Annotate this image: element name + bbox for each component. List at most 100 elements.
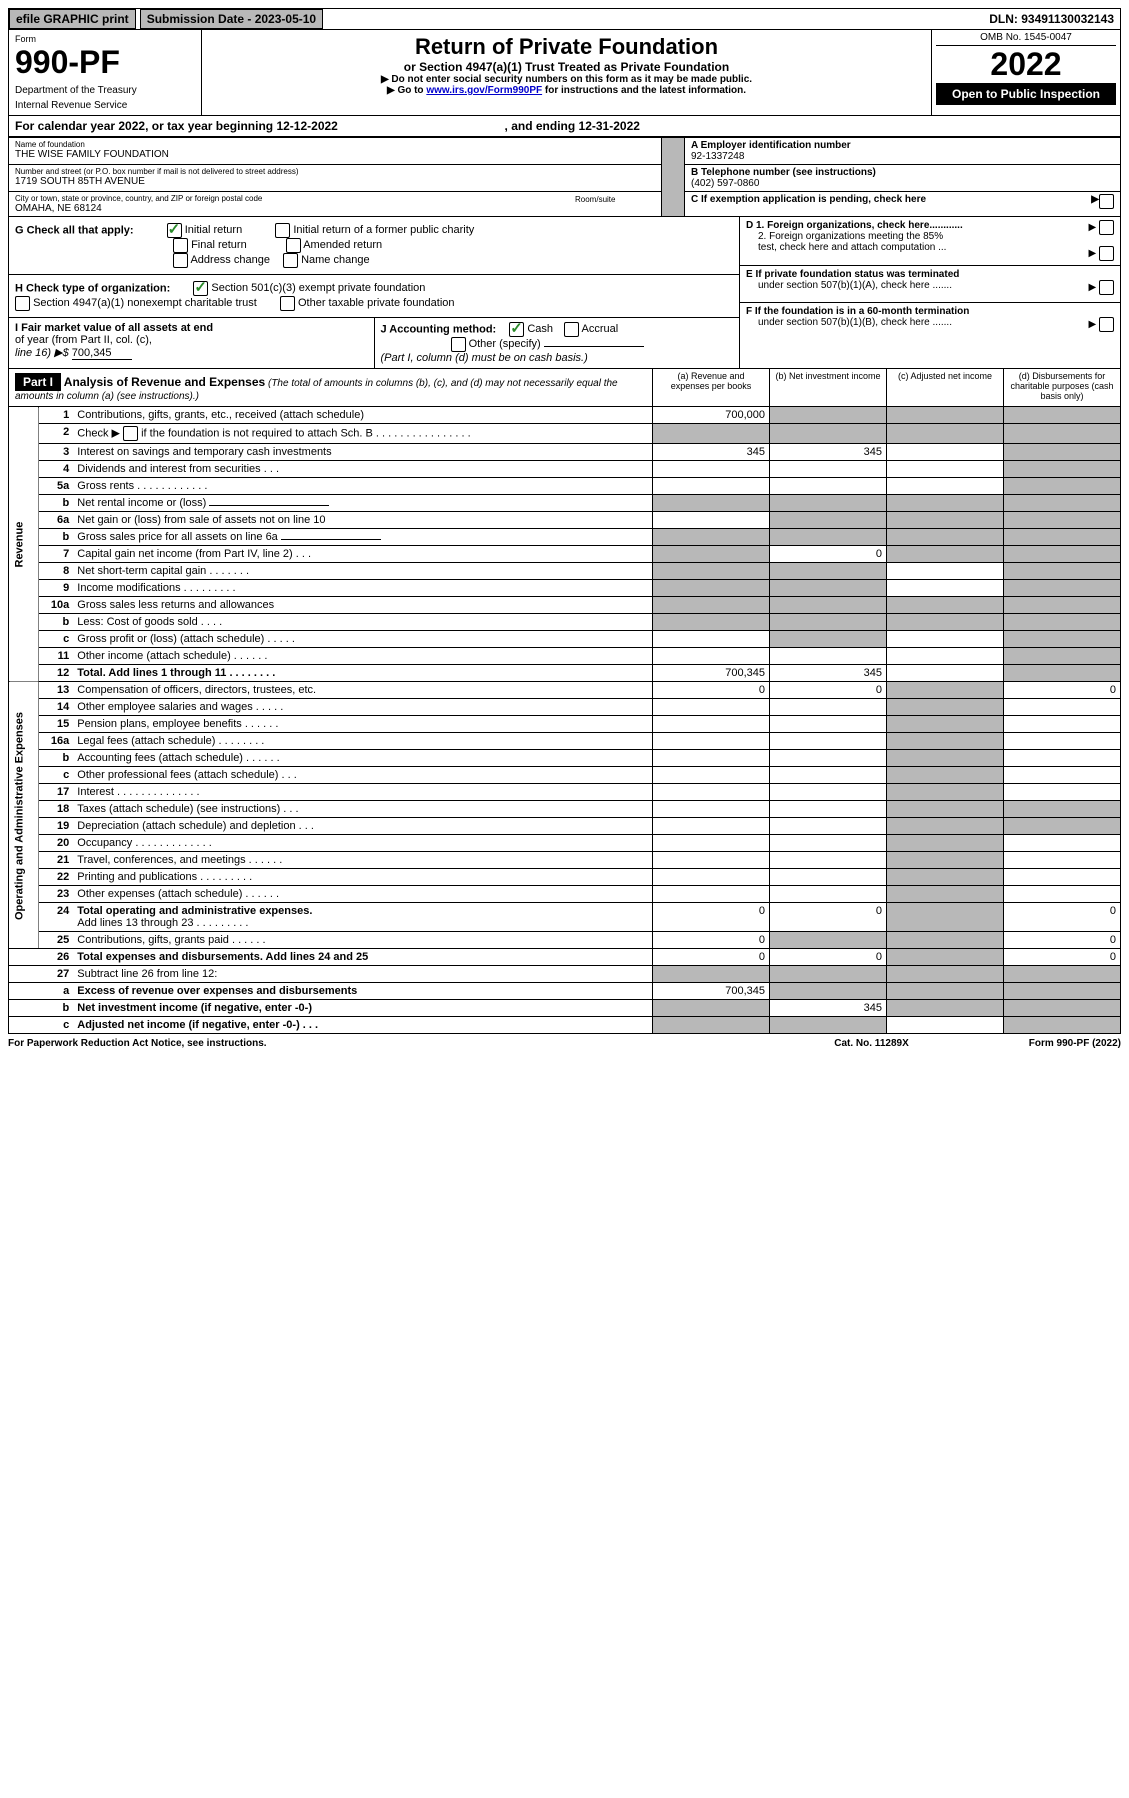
line-14: Other employee salaries and wages . . . …	[73, 699, 652, 716]
cal-mid: , and ending	[505, 119, 579, 133]
inst-pre: ▶ Go to	[387, 85, 426, 96]
h-other-tax: Other taxable private foundation	[298, 297, 455, 309]
j-accrual: Accrual	[582, 323, 619, 335]
phone-label: B Telephone number (see instructions)	[691, 167, 1114, 178]
dept-irs: Internal Revenue Service	[15, 100, 195, 111]
efile-print-button[interactable]: efile GRAPHIC print	[9, 9, 136, 29]
city-label: City or town, state or province, country…	[15, 194, 655, 203]
other-method-checkbox[interactable]	[451, 337, 466, 352]
g-name-change: Name change	[301, 254, 370, 266]
g-final: Final return	[191, 239, 247, 251]
ein-label: A Employer identification number	[691, 140, 1114, 151]
initial-pc-checkbox[interactable]	[275, 223, 290, 238]
line-6b: Gross sales price for all assets on line…	[73, 529, 652, 546]
e-checkbox[interactable]	[1099, 280, 1114, 295]
g-label: G Check all that apply:	[15, 224, 134, 236]
line-12: Total. Add lines 1 through 11 . . . . . …	[73, 665, 652, 682]
amended-checkbox[interactable]	[286, 238, 301, 253]
accrual-checkbox[interactable]	[564, 322, 579, 337]
revenue-label: Revenue	[9, 407, 39, 682]
fmv-value: 700,345	[72, 347, 132, 360]
col-b-header: (b) Net investment income	[769, 369, 886, 406]
ein-value: 92-1337248	[691, 151, 1114, 162]
room-label: Room/suite	[575, 195, 615, 204]
c-label: C If exemption application is pending, c…	[691, 194, 926, 209]
submission-date: Submission Date - 2023-05-10	[140, 9, 323, 29]
ssn-warning: ▶ Do not enter social security numbers o…	[212, 74, 921, 85]
l12-a: 700,345	[653, 665, 770, 682]
line-16a: Legal fees (attach schedule) . . . . . .…	[73, 733, 652, 750]
c-checkbox[interactable]	[1099, 194, 1114, 209]
l26-a: 0	[653, 949, 770, 966]
name-change-checkbox[interactable]	[283, 253, 298, 268]
l12-b: 345	[770, 665, 887, 682]
irs-link[interactable]: www.irs.gov/Form990PF	[426, 85, 542, 96]
other-tax-checkbox[interactable]	[280, 296, 295, 311]
h-block: H Check type of organization: Section 50…	[9, 275, 739, 318]
line-27b: Net investment income (if negative, ente…	[73, 1000, 652, 1017]
g-initial: Initial return	[185, 224, 242, 236]
4947-checkbox[interactable]	[15, 296, 30, 311]
initial-return-checkbox[interactable]	[167, 223, 182, 238]
cal-end: 12-31-2022	[579, 119, 640, 133]
d2a: 2. Foreign organizations meeting the 85%	[746, 231, 963, 242]
line-26: Total expenses and disbursements. Add li…	[73, 949, 652, 966]
501c3-checkbox[interactable]	[193, 281, 208, 296]
def-block: D 1. Foreign organizations, check here..…	[740, 217, 1120, 368]
foundation-name: THE WISE FAMILY FOUNDATION	[15, 149, 655, 160]
l13-d: 0	[1004, 682, 1121, 699]
l26-b: 0	[770, 949, 887, 966]
tax-year: 2022	[936, 46, 1116, 83]
l24-d: 0	[1004, 903, 1121, 932]
phone-value: (402) 597-0860	[691, 178, 1114, 189]
i-l2: of year (from Part II, col. (c),	[15, 334, 368, 346]
line-24: Total operating and administrative expen…	[73, 903, 652, 932]
g-addr-change: Address change	[190, 254, 270, 266]
inst-post: for instructions and the latest informat…	[542, 85, 746, 96]
line-20: Occupancy . . . . . . . . . . . . .	[73, 835, 652, 852]
h-label: H Check type of organization:	[15, 282, 170, 294]
col-d-header: (d) Disbursements for charitable purpose…	[1003, 369, 1120, 406]
form-number: 990-PF	[15, 44, 195, 81]
check-blocks: G Check all that apply: Initial return I…	[8, 217, 1121, 369]
line-23: Other expenses (attach schedule) . . . .…	[73, 886, 652, 903]
j-note: (Part I, column (d) must be on cash basi…	[381, 352, 588, 364]
e2: under section 507(b)(1)(A), check here .…	[746, 280, 959, 291]
line-27: Subtract line 26 from line 12:	[73, 966, 652, 983]
cash-checkbox[interactable]	[509, 322, 524, 337]
open-public-badge: Open to Public Inspection	[936, 83, 1116, 105]
d2-checkbox[interactable]	[1099, 246, 1114, 261]
f2: under section 507(b)(1)(B), check here .…	[746, 317, 969, 328]
part1-table: Revenue 1Contributions, gifts, grants, e…	[8, 407, 1121, 1034]
goto-instructions: ▶ Go to www.irs.gov/Form990PF for instru…	[212, 85, 921, 96]
f1: F If the foundation is in a 60-month ter…	[746, 306, 969, 317]
street-address: 1719 SOUTH 85TH AVENUE	[15, 176, 655, 187]
top-bar: efile GRAPHIC print Submission Date - 20…	[8, 8, 1121, 30]
line-2: Check ▶ if the foundation is not require…	[73, 424, 652, 444]
part1-badge: Part I	[15, 373, 61, 391]
j-other: Other (specify)	[469, 338, 541, 350]
ij-block: I Fair market value of all assets at end…	[9, 318, 739, 368]
f-checkbox[interactable]	[1099, 317, 1114, 332]
omb-number: OMB No. 1545-0047	[936, 32, 1116, 46]
line-10c: Gross profit or (loss) (attach schedule)…	[73, 631, 652, 648]
calendar-year-row: For calendar year 2022, or tax year begi…	[8, 116, 1121, 137]
d1-checkbox[interactable]	[1099, 220, 1114, 235]
line-7: Capital gain net income (from Part IV, l…	[73, 546, 652, 563]
line-15: Pension plans, employee benefits . . . .…	[73, 716, 652, 733]
arrow-icon: ▶	[1091, 194, 1099, 209]
addr-label: Number and street (or P.O. box number if…	[15, 167, 655, 176]
i-block: I Fair market value of all assets at end…	[9, 318, 375, 368]
line-5b: Net rental income or (loss)	[73, 495, 652, 512]
j-block: J Accounting method: Cash Accrual Other …	[375, 318, 740, 368]
final-return-checkbox[interactable]	[173, 238, 188, 253]
j-cash: Cash	[527, 323, 553, 335]
addr-change-checkbox[interactable]	[173, 253, 188, 268]
name-label: Name of foundation	[15, 140, 655, 149]
e1: E If private foundation status was termi…	[746, 269, 959, 280]
line-4: Dividends and interest from securities .…	[73, 461, 652, 478]
line-27a: Excess of revenue over expenses and disb…	[73, 983, 652, 1000]
schb-checkbox[interactable]	[123, 426, 138, 441]
l25-d: 0	[1004, 932, 1121, 949]
g-amended: Amended return	[303, 239, 382, 251]
